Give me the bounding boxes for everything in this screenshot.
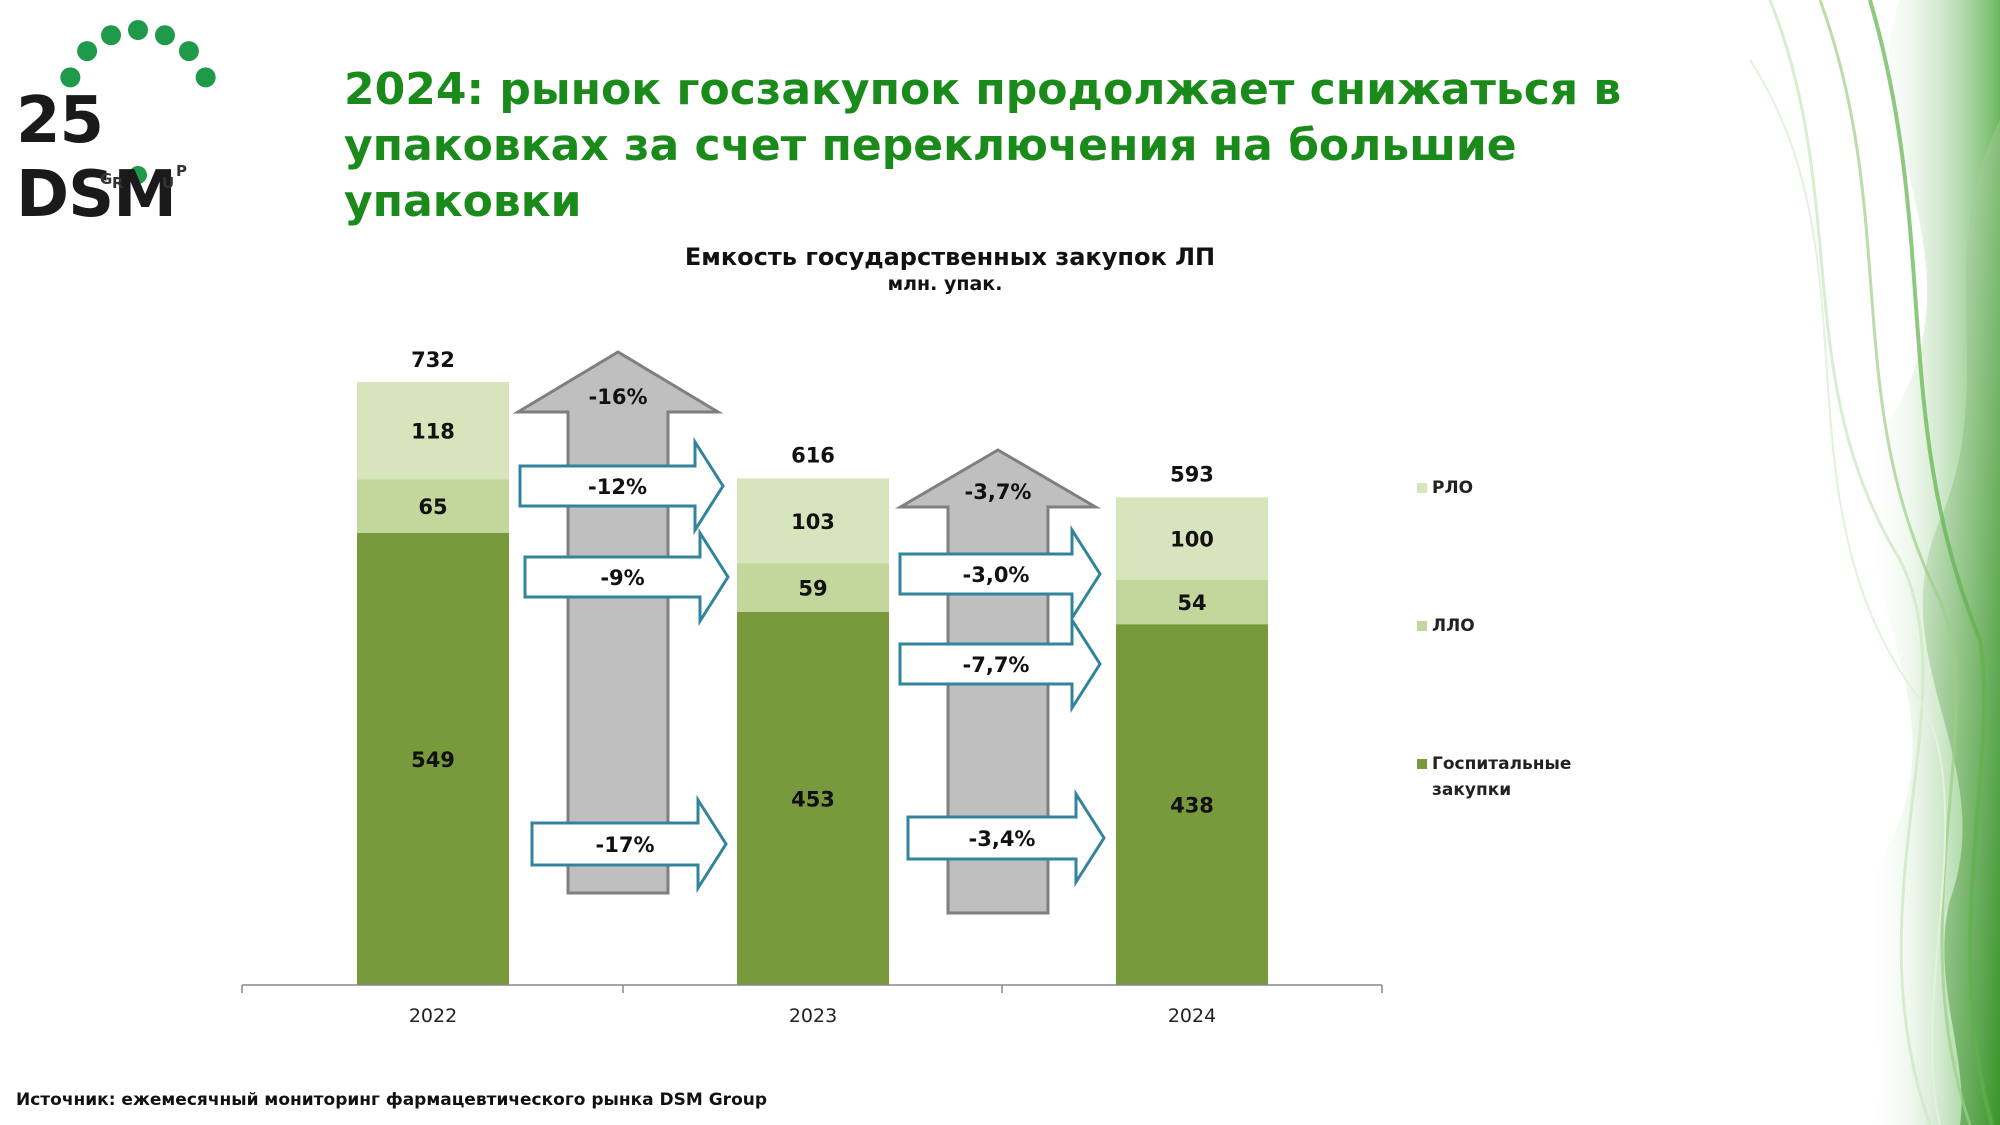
logo-letter-u: U [162, 174, 175, 192]
total-label-2024: 593 [1170, 463, 1214, 487]
bar-rlo-2022 [357, 382, 509, 480]
dsm-logo: 25 DSM G R U P [0, 0, 270, 232]
logo-dot [178, 41, 199, 62]
total-label-2023: 616 [791, 444, 835, 468]
legend-label-1: ЛЛО [1432, 616, 1475, 636]
logo-dots [60, 20, 216, 184]
hospital-change-arrow-2022-2023-label: -17% [596, 833, 655, 857]
legend-label-2-line1: Госпитальные [1432, 754, 1571, 774]
data-label-hospital-2024: 438 [1170, 794, 1214, 818]
llo-change-arrow-2023-2024-label: -7,7% [963, 653, 1030, 677]
total-change-arrow-2022-2023 [512, 350, 724, 895]
llo-change-arrow-2023-2024 [898, 614, 1102, 714]
bar-llo-2024 [1116, 579, 1268, 625]
hospital-change-arrow-2023-2024-label: -3,4% [969, 827, 1036, 851]
llo-change-arrow-2022-2023-label: -9% [600, 566, 644, 590]
data-label-rlo-2023: 103 [791, 510, 835, 534]
rlo-change-arrow-2022-2023-label: -12% [588, 475, 647, 499]
slide-title: 2024: рынок госзакупок продолжает снижат… [344, 62, 1744, 230]
slide-title-line1: 2024: рынок госзакупок продолжает снижат… [344, 64, 1622, 115]
data-label-llo-2024: 54 [1177, 591, 1206, 615]
logo-letter-p: P [176, 162, 187, 180]
logo-brand: DSM [16, 158, 177, 232]
logo-dot [154, 25, 175, 46]
legend-label-0: РЛО [1432, 478, 1473, 498]
bar-rlo-2024 [1116, 497, 1268, 580]
bar-hospital-2023 [737, 611, 889, 985]
hospital-change-arrow-2022-2023 [530, 794, 728, 894]
data-label-hospital-2022: 549 [411, 748, 455, 772]
rlo-change-arrow-2023-2024-label: -3,0% [963, 563, 1030, 587]
logo-letter-g: G [100, 170, 113, 188]
bar-rlo-2023 [737, 478, 889, 564]
hospital-change-arrow-2023-2024 [906, 788, 1106, 888]
decorative-swoosh [1749, 0, 2000, 1125]
chart-title: Емкость государственных закупок ЛП [685, 243, 1215, 271]
chart-subtitle: млн. упак. [888, 273, 1003, 295]
rlo-change-arrow-2023-2024 [898, 524, 1102, 624]
data-label-rlo-2022: 118 [411, 420, 455, 444]
logo-dot [60, 67, 81, 88]
logo-dot [101, 25, 122, 46]
legend-swatch-0 [1417, 483, 1427, 493]
legend-swatch-1 [1417, 621, 1427, 631]
logo-number: 25 [16, 84, 104, 158]
x-tick-label-2024: 2024 [1168, 1005, 1216, 1027]
logo-dot [128, 20, 148, 40]
data-label-rlo-2024: 100 [1170, 528, 1214, 552]
source-note: Источник: ежемесячный мониторинг фармаце… [16, 1090, 768, 1110]
logo-dot [77, 41, 98, 62]
data-label-llo-2023: 59 [798, 577, 827, 601]
total-change-arrow-2022-2023-label: -16% [589, 385, 648, 409]
bar-hospital-2024 [1116, 624, 1268, 985]
data-label-hospital-2023: 453 [791, 787, 835, 811]
slide-title-line2: упаковках за счет переключения на больши… [344, 120, 1517, 227]
logo-dot [195, 67, 216, 88]
legend-label-2-line2: закупки [1432, 780, 1511, 800]
data-label-llo-2022: 65 [418, 495, 447, 519]
x-tick-label-2022: 2022 [409, 1005, 457, 1027]
bar-llo-2022 [357, 479, 509, 533]
bar-llo-2023 [737, 563, 889, 612]
legend-swatch-2 [1417, 759, 1427, 769]
rlo-change-arrow-2022-2023 [518, 436, 725, 536]
total-change-arrow-2023-2024-label: -3,7% [965, 480, 1032, 504]
bar-hospital-2022 [357, 532, 509, 985]
logo-wordmark: 25 DSM [16, 84, 270, 232]
x-tick-label-2023: 2023 [789, 1005, 837, 1027]
total-label-2022: 732 [411, 348, 455, 372]
logo-dot [129, 166, 147, 184]
logo-letter-r: R [112, 174, 124, 192]
llo-change-arrow-2022-2023 [523, 527, 730, 627]
